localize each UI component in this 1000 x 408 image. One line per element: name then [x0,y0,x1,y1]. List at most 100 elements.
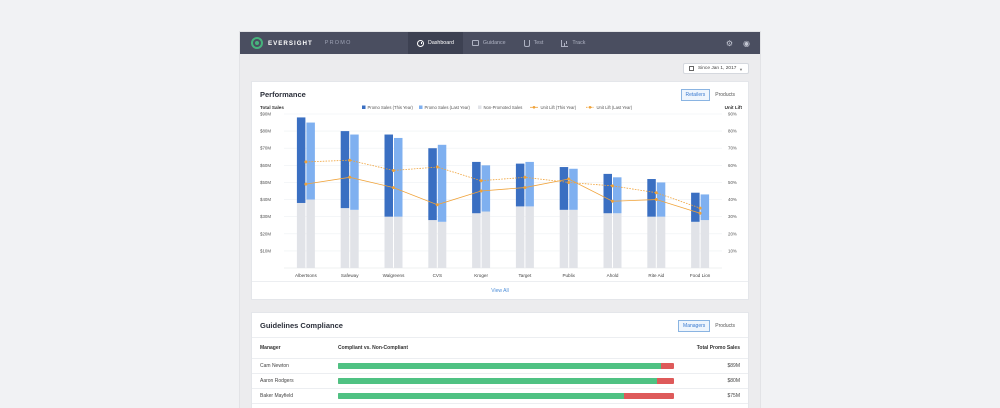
unit-lift-this-year-point [654,198,658,202]
x-tick-label: CVS [433,273,442,278]
bar-promo-last-year [656,182,666,217]
x-tick-label: Safeway [341,273,359,278]
unit-lift-last-year-point [435,165,439,169]
y2-tick-label: 30% [728,214,737,219]
table-row[interactable]: Baker Mayfield $75M [252,388,748,403]
bar-non-promoted [647,216,656,268]
performance-card: Performance Retailers Products Total Sal… [251,81,749,300]
bar-promo-last-year [700,194,710,221]
date-filter-dropdown[interactable]: Since Jan 1, 2017 ▼ [683,63,749,74]
bar-non-promoted [559,209,569,268]
bar-chart-icon [561,39,569,47]
unit-lift-last-year-point [654,191,658,195]
legend-label: Unit Lift (This Year) [541,105,577,110]
y2-tick-label: 20% [728,231,737,236]
nav-dashboard-label: Dashboard [428,40,454,46]
y-tick-label: $80M [260,129,271,134]
top-nav-bar: EVERSIGHT PROMO Dashboard Guidance Test … [240,32,760,54]
compliance-bar [338,378,674,384]
gear-icon[interactable]: ⚙ [725,38,734,48]
x-tick-label: Walgreens [383,273,405,278]
bar-non-promoted [296,202,306,268]
toggle-products[interactable]: Products [715,92,735,98]
calendar-icon [689,66,694,71]
bar-promo-last-year [437,144,447,222]
toggle-managers[interactable]: Managers [678,320,711,332]
unit-lift-this-year-point [392,186,395,190]
bar-non-promoted [700,220,710,268]
x-tick-label: Rite Aid [648,273,664,278]
x-tick-label: Kroger [474,273,488,278]
toggle-retailers[interactable]: Retailers [680,89,711,101]
manager-name: Baker Mayfield [260,393,294,399]
performance-toggle: Retailers Products [680,89,740,101]
bar-promo-this-year [559,167,569,210]
compliant-fill [338,378,658,384]
bar-non-promoted [691,221,700,268]
bar-promo-last-year [569,168,578,210]
compliance-bar [338,393,674,399]
eversight-logo-icon [251,37,263,49]
nav-track[interactable]: Track [552,32,594,54]
logo[interactable]: EVERSIGHT PROMO [251,37,352,49]
total-promo-sales: $89M [727,363,740,369]
bar-promo-this-year [691,192,700,222]
legend-swatch [419,105,423,109]
table-row[interactable]: Odell Beckham$75M [252,403,748,408]
y-tick-label: $40M [260,197,271,202]
bar-non-promoted [515,206,525,268]
brand-name: EVERSIGHT [268,39,313,47]
unit-lift-this-year-point [348,175,352,179]
unit-lift-this-year-point [435,203,439,207]
user-icon[interactable]: ◉ [743,38,750,48]
table-row[interactable]: Cam Newton $89M [252,358,748,373]
view-all-link[interactable]: View All [491,288,509,294]
bar-non-promoted [394,216,403,268]
legend-swatch [478,105,482,109]
y-tick-label: $20M [260,231,271,236]
bar-promo-last-year [525,161,534,207]
legend-label: Non-Promoted Sales [484,105,523,110]
unit-lift-last-year-point [567,180,571,184]
y2-tick-label: 50% [728,180,737,185]
total-promo-sales: $80M [727,378,740,384]
bar-non-promoted [350,209,359,268]
x-tick-label: Ahold [607,273,619,278]
performance-title: Performance [260,90,306,99]
bar-non-promoted [306,199,315,268]
x-tick-label: Albertsons [295,273,317,278]
bar-non-promoted [656,216,666,268]
flask-icon [523,39,530,47]
nav-test-label: Test [533,40,544,46]
toggle-products-compliance[interactable]: Products [715,323,735,329]
nav-dashboard[interactable]: Dashboard [408,32,463,54]
manager-name: Aaron Rodgers [260,378,294,384]
bar-non-promoted [525,206,534,268]
bar-promo-this-year [384,134,393,217]
y2-axis-label: Unit Lift [725,105,743,110]
unit-lift-this-year-point [523,186,527,190]
nav-test[interactable]: Test [515,32,553,54]
bar-promo-last-year [306,122,315,200]
table-row[interactable]: Aaron Rodgers $80M [252,373,748,388]
x-tick-label: Food Lion [690,273,711,278]
manager-name: Cam Newton [260,363,289,369]
y-axis-label: Total Sales [260,105,284,110]
main-nav: Dashboard Guidance Test Track [408,32,594,54]
chart-divider [252,281,748,282]
unit-lift-last-year-point [611,184,614,188]
bar-non-promoted [472,213,481,268]
bar-promo-last-year [481,165,491,212]
col-manager: Manager [260,345,281,351]
nav-guidance[interactable]: Guidance [463,32,515,54]
compliant-fill [338,363,661,369]
bar-non-promoted [481,211,491,268]
x-tick-label: Publix [562,273,575,278]
legend-marker [588,106,592,109]
y-tick-label: $30M [260,214,271,219]
compliance-toggle: Managers Products [678,320,740,332]
guidance-icon [471,40,479,46]
compliance-title: Guidelines Compliance [260,321,343,330]
unit-lift-this-year-line [305,176,701,214]
bar-promo-this-year [647,179,656,217]
